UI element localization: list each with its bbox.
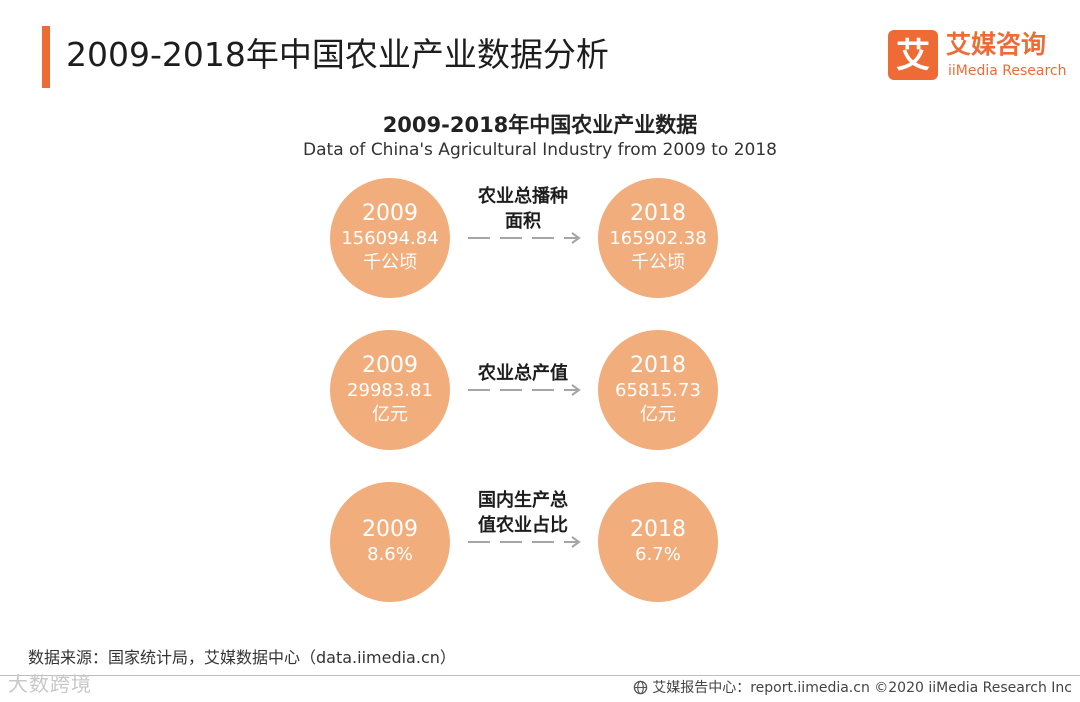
start-value-label: 29983.81 [347, 380, 433, 401]
metric-label-line: 国内生产总 [478, 490, 568, 511]
end-unit-label: 亿元 [640, 404, 676, 425]
footer-credit: 艾媒报告中心：report.iimedia.cn ©2020 iiMedia R… [633, 678, 1072, 701]
end-year-label: 2018 [630, 353, 686, 378]
watermark-text: 大数跨境 [8, 672, 92, 696]
page-title: 2009-2018年中国农业产业数据分析 [66, 35, 609, 74]
arrow-right-icon [468, 232, 581, 244]
start-unit-label: 亿元 [372, 404, 408, 425]
start-year-label: 2009 [362, 201, 418, 226]
logo-subtitle: iiMedia Research [948, 63, 1067, 79]
start-year-label: 2009 [362, 353, 418, 378]
arrow-right-icon [468, 536, 581, 548]
metric-label-line: 农业总产值 [478, 363, 568, 384]
metric-label-1: 农业总产值 [458, 361, 588, 386]
globe-icon [633, 680, 648, 701]
start-circle-1: 2009 29983.81 亿元 [330, 330, 450, 450]
start-value-label: 8.6% [367, 544, 413, 565]
data-source: 数据来源：国家统计局，艾媒数据中心（data.iimedia.cn） [28, 648, 456, 667]
footer-divider [0, 675, 1080, 676]
arrow-head [571, 536, 581, 548]
start-unit-label: 千公顷 [363, 252, 417, 273]
end-circle-2: 2018 6.7% [598, 482, 718, 602]
metric-label-line: 农业总播种 [478, 186, 568, 207]
metric-label-line: 面积 [505, 211, 541, 232]
start-circle-2: 2009 8.6% [330, 482, 450, 602]
chart-title: 2009-2018年中国农业产业数据 [382, 113, 698, 137]
start-circle-0: 2009 156094.84 千公顷 [330, 178, 450, 298]
end-unit-label: 千公顷 [631, 252, 685, 273]
end-value-label: 65815.73 [615, 380, 701, 401]
footer-credit-text: 艾媒报告中心：report.iimedia.cn ©2020 iiMedia R… [652, 680, 1072, 696]
start-value-label: 156094.84 [341, 228, 439, 249]
metric-label-line: 值农业占比 [478, 515, 568, 536]
title-accent-bar [42, 26, 50, 88]
end-value-label: 165902.38 [609, 228, 707, 249]
end-circle-1: 2018 65815.73 亿元 [598, 330, 718, 450]
svg-text:艾: 艾 [896, 36, 930, 76]
brand-logo: 艾 艾媒咨询 iiMedia Research [888, 30, 1067, 82]
metric-label-2: 国内生产总值农业占比 [458, 488, 588, 538]
metric-label-0: 农业总播种 面积 [458, 184, 588, 234]
end-year-label: 2018 [630, 517, 686, 542]
end-year-label: 2018 [630, 201, 686, 226]
chart-subtitle: Data of China's Agricultural Industry fr… [303, 140, 777, 160]
end-circle-0: 2018 165902.38 千公顷 [598, 178, 718, 298]
end-value-label: 6.7% [635, 544, 681, 565]
arrow-head [571, 232, 581, 244]
arrow-head [571, 384, 581, 396]
logo-mark-icon: 艾 [888, 30, 938, 80]
arrow-right-icon [468, 384, 581, 396]
logo-name: 艾媒咨询 [946, 30, 1047, 59]
start-year-label: 2009 [362, 517, 418, 542]
